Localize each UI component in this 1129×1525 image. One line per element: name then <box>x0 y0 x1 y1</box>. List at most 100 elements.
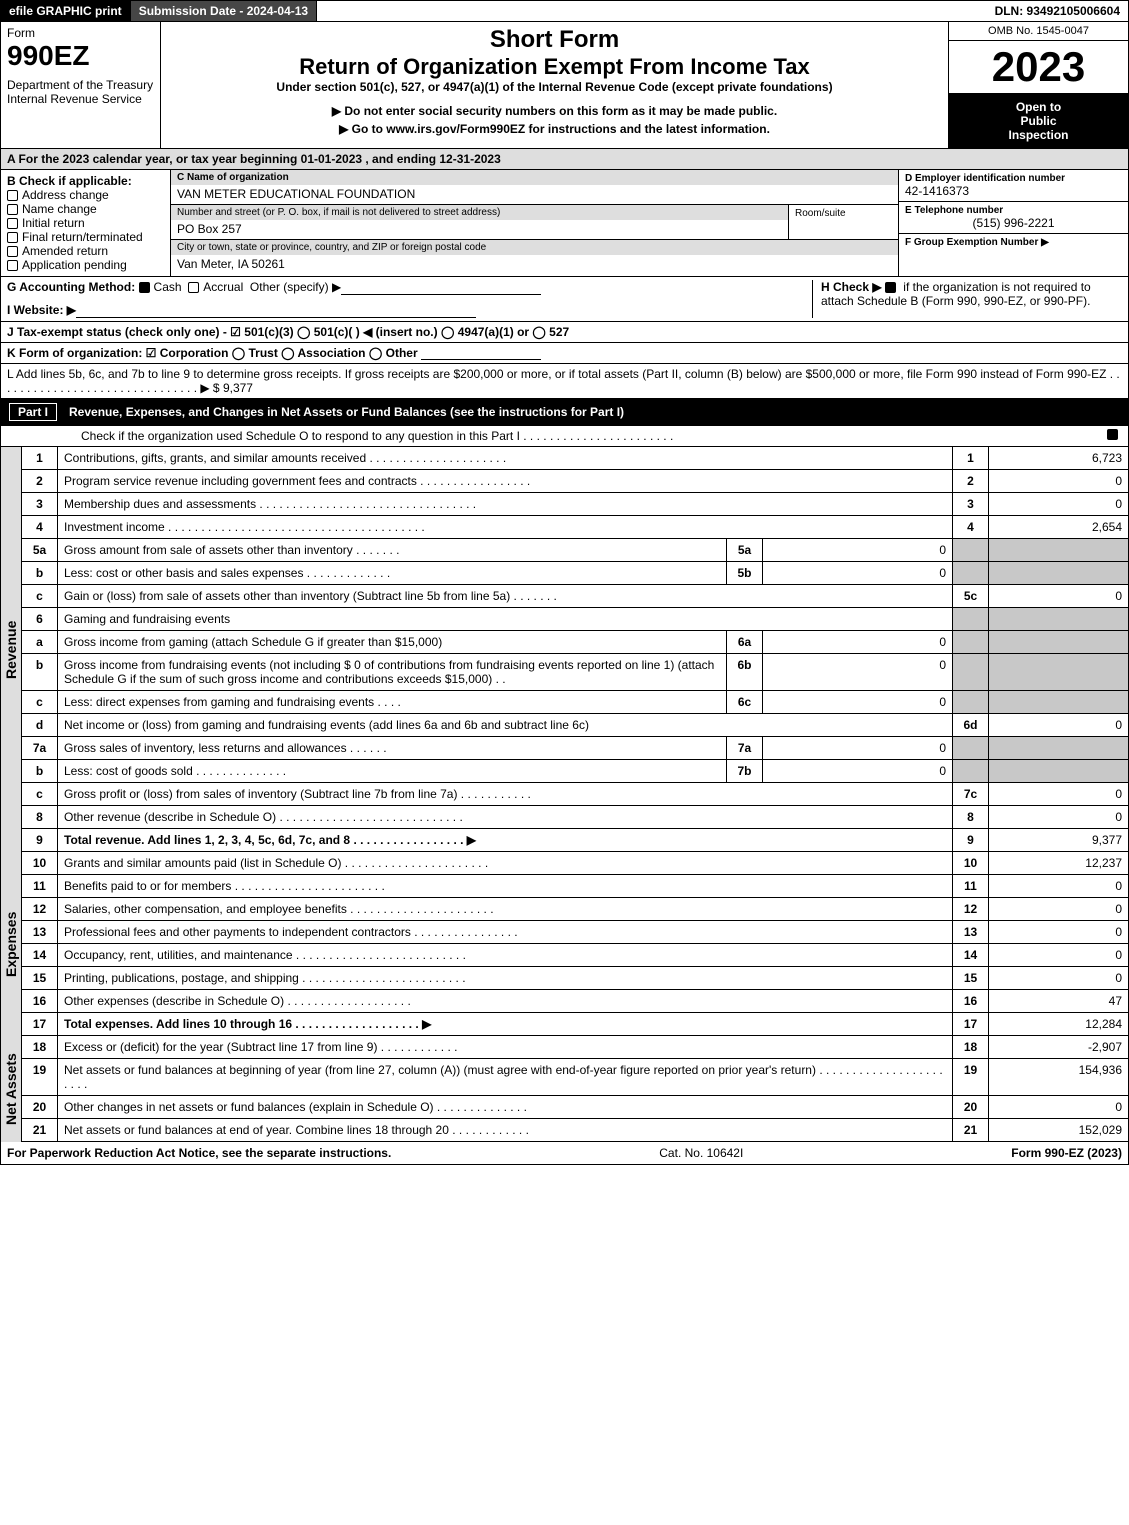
l7a-desc: Gross sales of inventory, less returns a… <box>58 737 727 760</box>
l16-rnum: 16 <box>953 990 989 1013</box>
chk-final-return[interactable] <box>7 232 18 243</box>
open-public-badge: Open to Public Inspection <box>949 94 1128 148</box>
l6c-sv: 0 <box>763 691 953 714</box>
l3-num: 3 <box>22 493 58 516</box>
l2-rnum: 2 <box>953 470 989 493</box>
lbl-application-pending: Application pending <box>22 258 127 272</box>
l13-num: 13 <box>22 921 58 944</box>
badge-line-3: Inspection <box>955 128 1122 142</box>
l10-num: 10 <box>22 852 58 875</box>
omb-number: OMB No. 1545-0047 <box>949 22 1128 41</box>
l16-val: 47 <box>989 990 1129 1013</box>
l21-rnum: 21 <box>953 1119 989 1142</box>
l7a-vshade <box>989 737 1129 760</box>
goto-link[interactable]: ▶ Go to www.irs.gov/Form990EZ for instru… <box>169 120 940 138</box>
l6c-vshade <box>989 691 1129 714</box>
l7b-shade <box>953 760 989 783</box>
lbl-accrual: Accrual <box>203 280 243 294</box>
l3-rnum: 3 <box>953 493 989 516</box>
footer: For Paperwork Reduction Act Notice, see … <box>0 1142 1129 1165</box>
other-specify-input[interactable] <box>341 281 541 295</box>
badge-line-2: Public <box>955 114 1122 128</box>
l11-rnum: 11 <box>953 875 989 898</box>
col-b: B Check if applicable: Address change Na… <box>1 170 171 276</box>
l5c-num: c <box>22 585 58 608</box>
l6b-sv: 0 <box>763 654 953 691</box>
chk-h[interactable] <box>885 282 896 293</box>
website-label: I Website: ▶ <box>7 303 76 317</box>
accounting-method-label: G Accounting Method: <box>7 280 135 294</box>
l6d-rnum: 6d <box>953 714 989 737</box>
l5a-shade <box>953 539 989 562</box>
lbl-other: Other (specify) ▶ <box>250 280 341 294</box>
l6-vshade <box>989 608 1129 631</box>
chk-accrual[interactable] <box>188 282 199 293</box>
l7b-vshade <box>989 760 1129 783</box>
l4-rnum: 4 <box>953 516 989 539</box>
efile-label[interactable]: efile GRAPHIC print <box>1 1 131 21</box>
footer-right: Form 990-EZ (2023) <box>1011 1146 1122 1160</box>
l19-val: 154,936 <box>989 1059 1129 1096</box>
netassets-section: Net Assets 18Excess or (deficit) for the… <box>0 1036 1129 1142</box>
l7a-shade <box>953 737 989 760</box>
l7c-val: 0 <box>989 783 1129 806</box>
lbl-final-return: Final return/terminated <box>22 230 143 244</box>
l5c-desc: Gain or (loss) from sale of assets other… <box>58 585 953 608</box>
l21-num: 21 <box>22 1119 58 1142</box>
form-number: 990EZ <box>7 40 154 72</box>
other-org-input[interactable] <box>421 346 541 360</box>
l6b-num: b <box>22 654 58 691</box>
l9-desc: Total revenue. Add lines 1, 2, 3, 4, 5c,… <box>58 829 953 852</box>
row-j: J Tax-exempt status (check only one) - ☑… <box>0 322 1129 343</box>
room-label: Room/suite <box>795 208 892 219</box>
chk-name-change[interactable] <box>7 204 18 215</box>
revenue-section: Revenue 1Contributions, gifts, grants, a… <box>0 447 1129 852</box>
ssn-warning: ▶ Do not enter social security numbers o… <box>169 102 940 120</box>
l14-desc: Occupancy, rent, utilities, and maintena… <box>58 944 953 967</box>
l13-desc: Professional fees and other payments to … <box>58 921 953 944</box>
l7b-sv: 0 <box>763 760 953 783</box>
footer-left: For Paperwork Reduction Act Notice, see … <box>7 1146 391 1160</box>
group-exemption-label: F Group Exemption Number ▶ <box>905 237 1122 248</box>
l5b-sn: 5b <box>727 562 763 585</box>
expenses-section: Expenses 10Grants and similar amounts pa… <box>0 852 1129 1036</box>
l2-num: 2 <box>22 470 58 493</box>
l12-num: 12 <box>22 898 58 921</box>
chk-initial-return[interactable] <box>7 218 18 229</box>
l20-val: 0 <box>989 1096 1129 1119</box>
form-word: Form <box>7 26 154 40</box>
l8-rnum: 8 <box>953 806 989 829</box>
street-address: PO Box 257 <box>177 222 782 236</box>
website-input[interactable] <box>76 304 476 318</box>
tax-year: 2023 <box>949 41 1128 94</box>
city-state-zip: Van Meter, IA 50261 <box>177 257 892 271</box>
lbl-address-change: Address change <box>22 188 109 202</box>
chk-part-i-schedule-o[interactable] <box>1107 429 1118 440</box>
badge-line-1: Open to <box>955 100 1122 114</box>
netassets-table: 18Excess or (deficit) for the year (Subt… <box>21 1036 1129 1142</box>
footer-center: Cat. No. 10642I <box>659 1146 743 1160</box>
dln-label: DLN: 93492105006604 <box>987 1 1128 21</box>
l15-num: 15 <box>22 967 58 990</box>
lbl-name-change: Name change <box>22 202 97 216</box>
l14-val: 0 <box>989 944 1129 967</box>
l20-rnum: 20 <box>953 1096 989 1119</box>
l1-rnum: 1 <box>953 447 989 470</box>
chk-amended-return[interactable] <box>7 246 18 257</box>
l5b-num: b <box>22 562 58 585</box>
chk-application-pending[interactable] <box>7 260 18 271</box>
l11-val: 0 <box>989 875 1129 898</box>
l7c-rnum: 7c <box>953 783 989 806</box>
l1-num: 1 <box>22 447 58 470</box>
org-name: VAN METER EDUCATIONAL FOUNDATION <box>177 187 892 201</box>
col-b-title: B Check if applicable: <box>7 174 164 188</box>
l5a-num: 5a <box>22 539 58 562</box>
chk-address-change[interactable] <box>7 190 18 201</box>
chk-cash[interactable] <box>139 282 150 293</box>
col-c: C Name of organization VAN METER EDUCATI… <box>171 170 898 276</box>
top-bar: efile GRAPHIC print Submission Date - 20… <box>0 0 1129 22</box>
row-k: K Form of organization: ☑ Corporation ◯ … <box>0 343 1129 365</box>
part-i-header: Part I Revenue, Expenses, and Changes in… <box>0 399 1129 426</box>
l16-desc: Other expenses (describe in Schedule O) … <box>58 990 953 1013</box>
block-bcdef: B Check if applicable: Address change Na… <box>0 170 1129 277</box>
